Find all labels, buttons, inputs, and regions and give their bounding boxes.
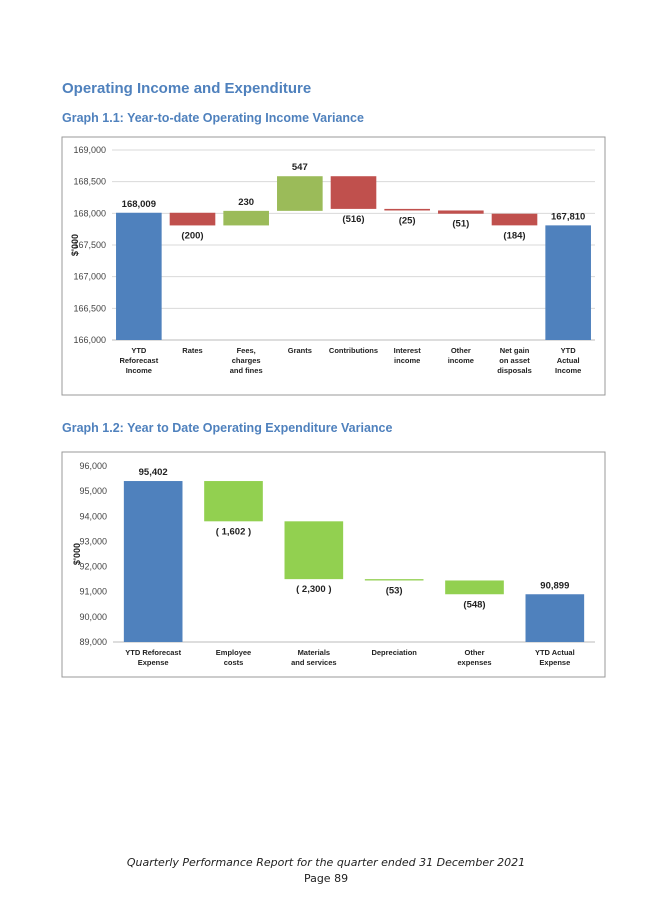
y-tick-label: 91,000 [79, 587, 107, 597]
value-label: (516) [342, 214, 364, 225]
value-label: 547 [292, 162, 308, 173]
value-label: (184) [503, 230, 525, 241]
chart-frame [61, 451, 606, 678]
y-tick-label: 169,000 [73, 145, 106, 155]
x-tick-label: Materials and services [291, 648, 336, 667]
y-tick-label: 90,000 [79, 612, 107, 622]
page-number: Page 89 [304, 872, 348, 885]
bar [384, 208, 430, 211]
value-label: ( 1,602 ) [216, 526, 251, 537]
value-label: (51) [452, 219, 469, 230]
y-axis-label: $'000 [72, 543, 82, 565]
x-tick-label: Other expenses [457, 648, 491, 667]
y-tick-label: 167,500 [73, 240, 106, 250]
value-label: 167,810 [551, 211, 585, 222]
value-label: (25) [399, 215, 416, 226]
y-axis-label: $'000 [70, 234, 80, 256]
y-tick-label: 168,000 [73, 208, 106, 218]
value-label: (200) [181, 230, 203, 241]
value-label: (548) [463, 599, 485, 610]
x-tick-label: Net gain on asset disposals [497, 346, 532, 375]
y-tick-label: 89,000 [79, 637, 107, 647]
x-tick-label: Rates [182, 346, 202, 355]
x-tick-label: YTD Actual Expense [535, 648, 575, 667]
x-tick-label: YTD Reforecast Income [119, 346, 158, 375]
y-tick-label: 92,000 [79, 562, 107, 572]
graph-title: Graph 1.1: Year-to-date Operating Income… [62, 111, 364, 125]
chart-frame [61, 136, 606, 396]
value-label: (53) [386, 585, 403, 596]
y-tick-label: 166,500 [73, 303, 106, 313]
bar [116, 212, 162, 340]
y-tick-label: 96,000 [79, 461, 107, 471]
graph-title: Graph 1.2: Year to Date Operating Expend… [62, 421, 392, 435]
x-tick-label: Interest income [394, 346, 422, 365]
bar [545, 225, 591, 340]
value-label: 95,402 [139, 467, 168, 478]
x-tick-label: Employee costs [216, 648, 251, 667]
bar [330, 176, 377, 209]
bar [223, 210, 269, 226]
bar [284, 521, 344, 580]
y-tick-label: 168,500 [73, 177, 106, 187]
bar [525, 594, 585, 642]
bar [445, 580, 504, 595]
x-tick-label: Depreciation [371, 648, 417, 657]
x-tick-label: Fees, charges and fines [230, 346, 263, 375]
bar [277, 176, 323, 211]
x-tick-label: YTD Actual Income [555, 346, 581, 375]
bar [364, 579, 424, 581]
y-tick-label: 93,000 [79, 536, 107, 546]
y-tick-label: 94,000 [79, 511, 107, 521]
y-tick-label: 166,000 [73, 335, 106, 345]
bar [438, 210, 484, 214]
bar [491, 213, 538, 226]
y-tick-label: 95,000 [79, 486, 107, 496]
bar [169, 212, 216, 226]
value-label: 90,899 [540, 580, 569, 591]
x-tick-label: Grants [288, 346, 312, 355]
footer-text: Quarterly Performance Report for the qua… [127, 856, 525, 869]
value-label: 168,009 [122, 199, 156, 210]
x-tick-label: YTD Reforecast Expense [125, 648, 181, 667]
x-tick-label: Other income [448, 346, 474, 365]
x-tick-label: Contributions [329, 346, 378, 355]
bar [204, 481, 263, 522]
heading: Operating Income and Expenditure [62, 80, 311, 97]
value-label: 230 [238, 197, 254, 208]
y-tick-label: 167,000 [73, 272, 106, 282]
value-label: ( 2,300 ) [296, 584, 331, 595]
bar [123, 481, 183, 642]
